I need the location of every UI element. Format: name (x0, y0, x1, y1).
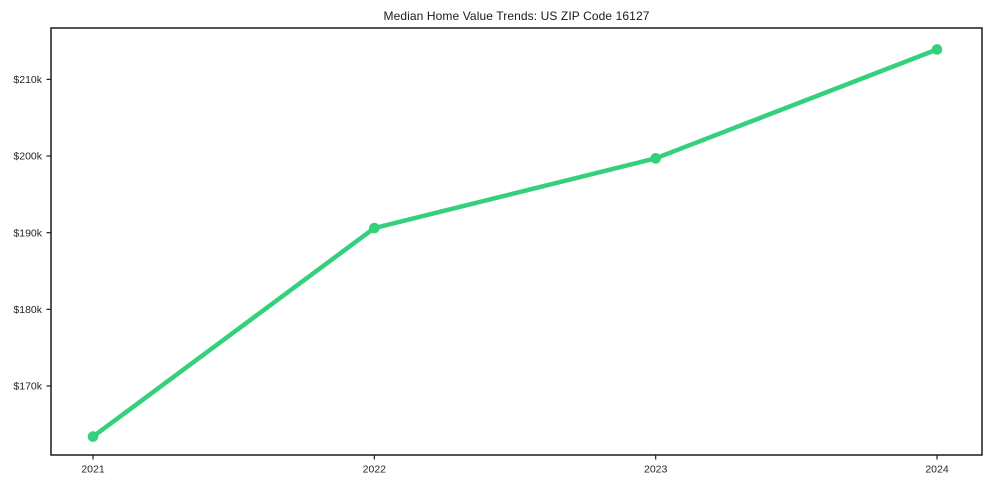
data-point-marker (369, 222, 380, 234)
plot-frame (50, 27, 983, 456)
y-tick-label: $210k (13, 74, 42, 86)
data-point-marker (931, 44, 943, 55)
y-tick-label: $190k (13, 227, 42, 239)
x-tick-label: 2023 (644, 464, 668, 476)
y-tick-label: $180k (13, 304, 42, 316)
y-tick-label: $170k (13, 381, 42, 393)
y-tick-label: $200k (13, 151, 42, 163)
x-tick-label: 2022 (363, 464, 387, 476)
data-point-marker (650, 153, 661, 164)
chart-title: Median Home Value Trends: US ZIP Code 16… (383, 9, 650, 23)
x-tick-label: 2024 (925, 464, 949, 476)
x-tick-label: 2021 (81, 464, 105, 476)
trend-line (90, 47, 940, 439)
data-point-marker (87, 431, 99, 442)
